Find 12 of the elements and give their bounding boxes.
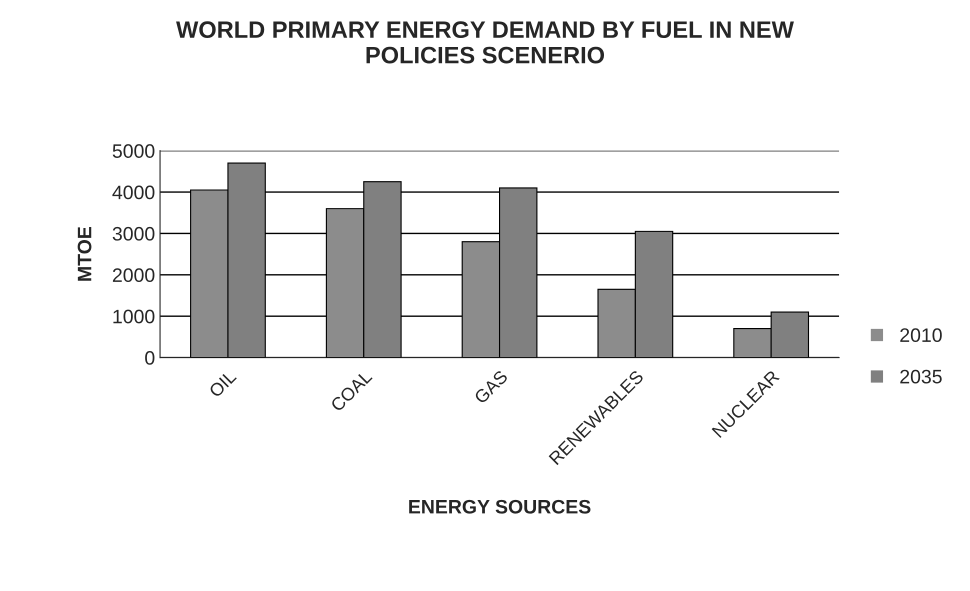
x-axis-title: ENERGY SOURCES [409,500,590,514]
y-axis-title: MTOE [78,226,92,281]
y-tick-label: 4000 [112,186,154,200]
legend-label: 2010 [900,328,942,342]
legend-label: 2035 [900,370,942,384]
x-tick-label: OIL [208,369,237,398]
y-tick-label: 1000 [113,310,154,324]
chart-title: WORLD PRIMARY ENERGY DEMAND BY FUEL IN NEW POLICIES SCENERIO [176,21,794,64]
y-tick-label: 5000 [112,144,154,158]
y-tick-label: 2000 [112,268,154,282]
y-tick-label: 3000 [112,226,154,241]
y-tick-label: 0 [145,351,154,365]
